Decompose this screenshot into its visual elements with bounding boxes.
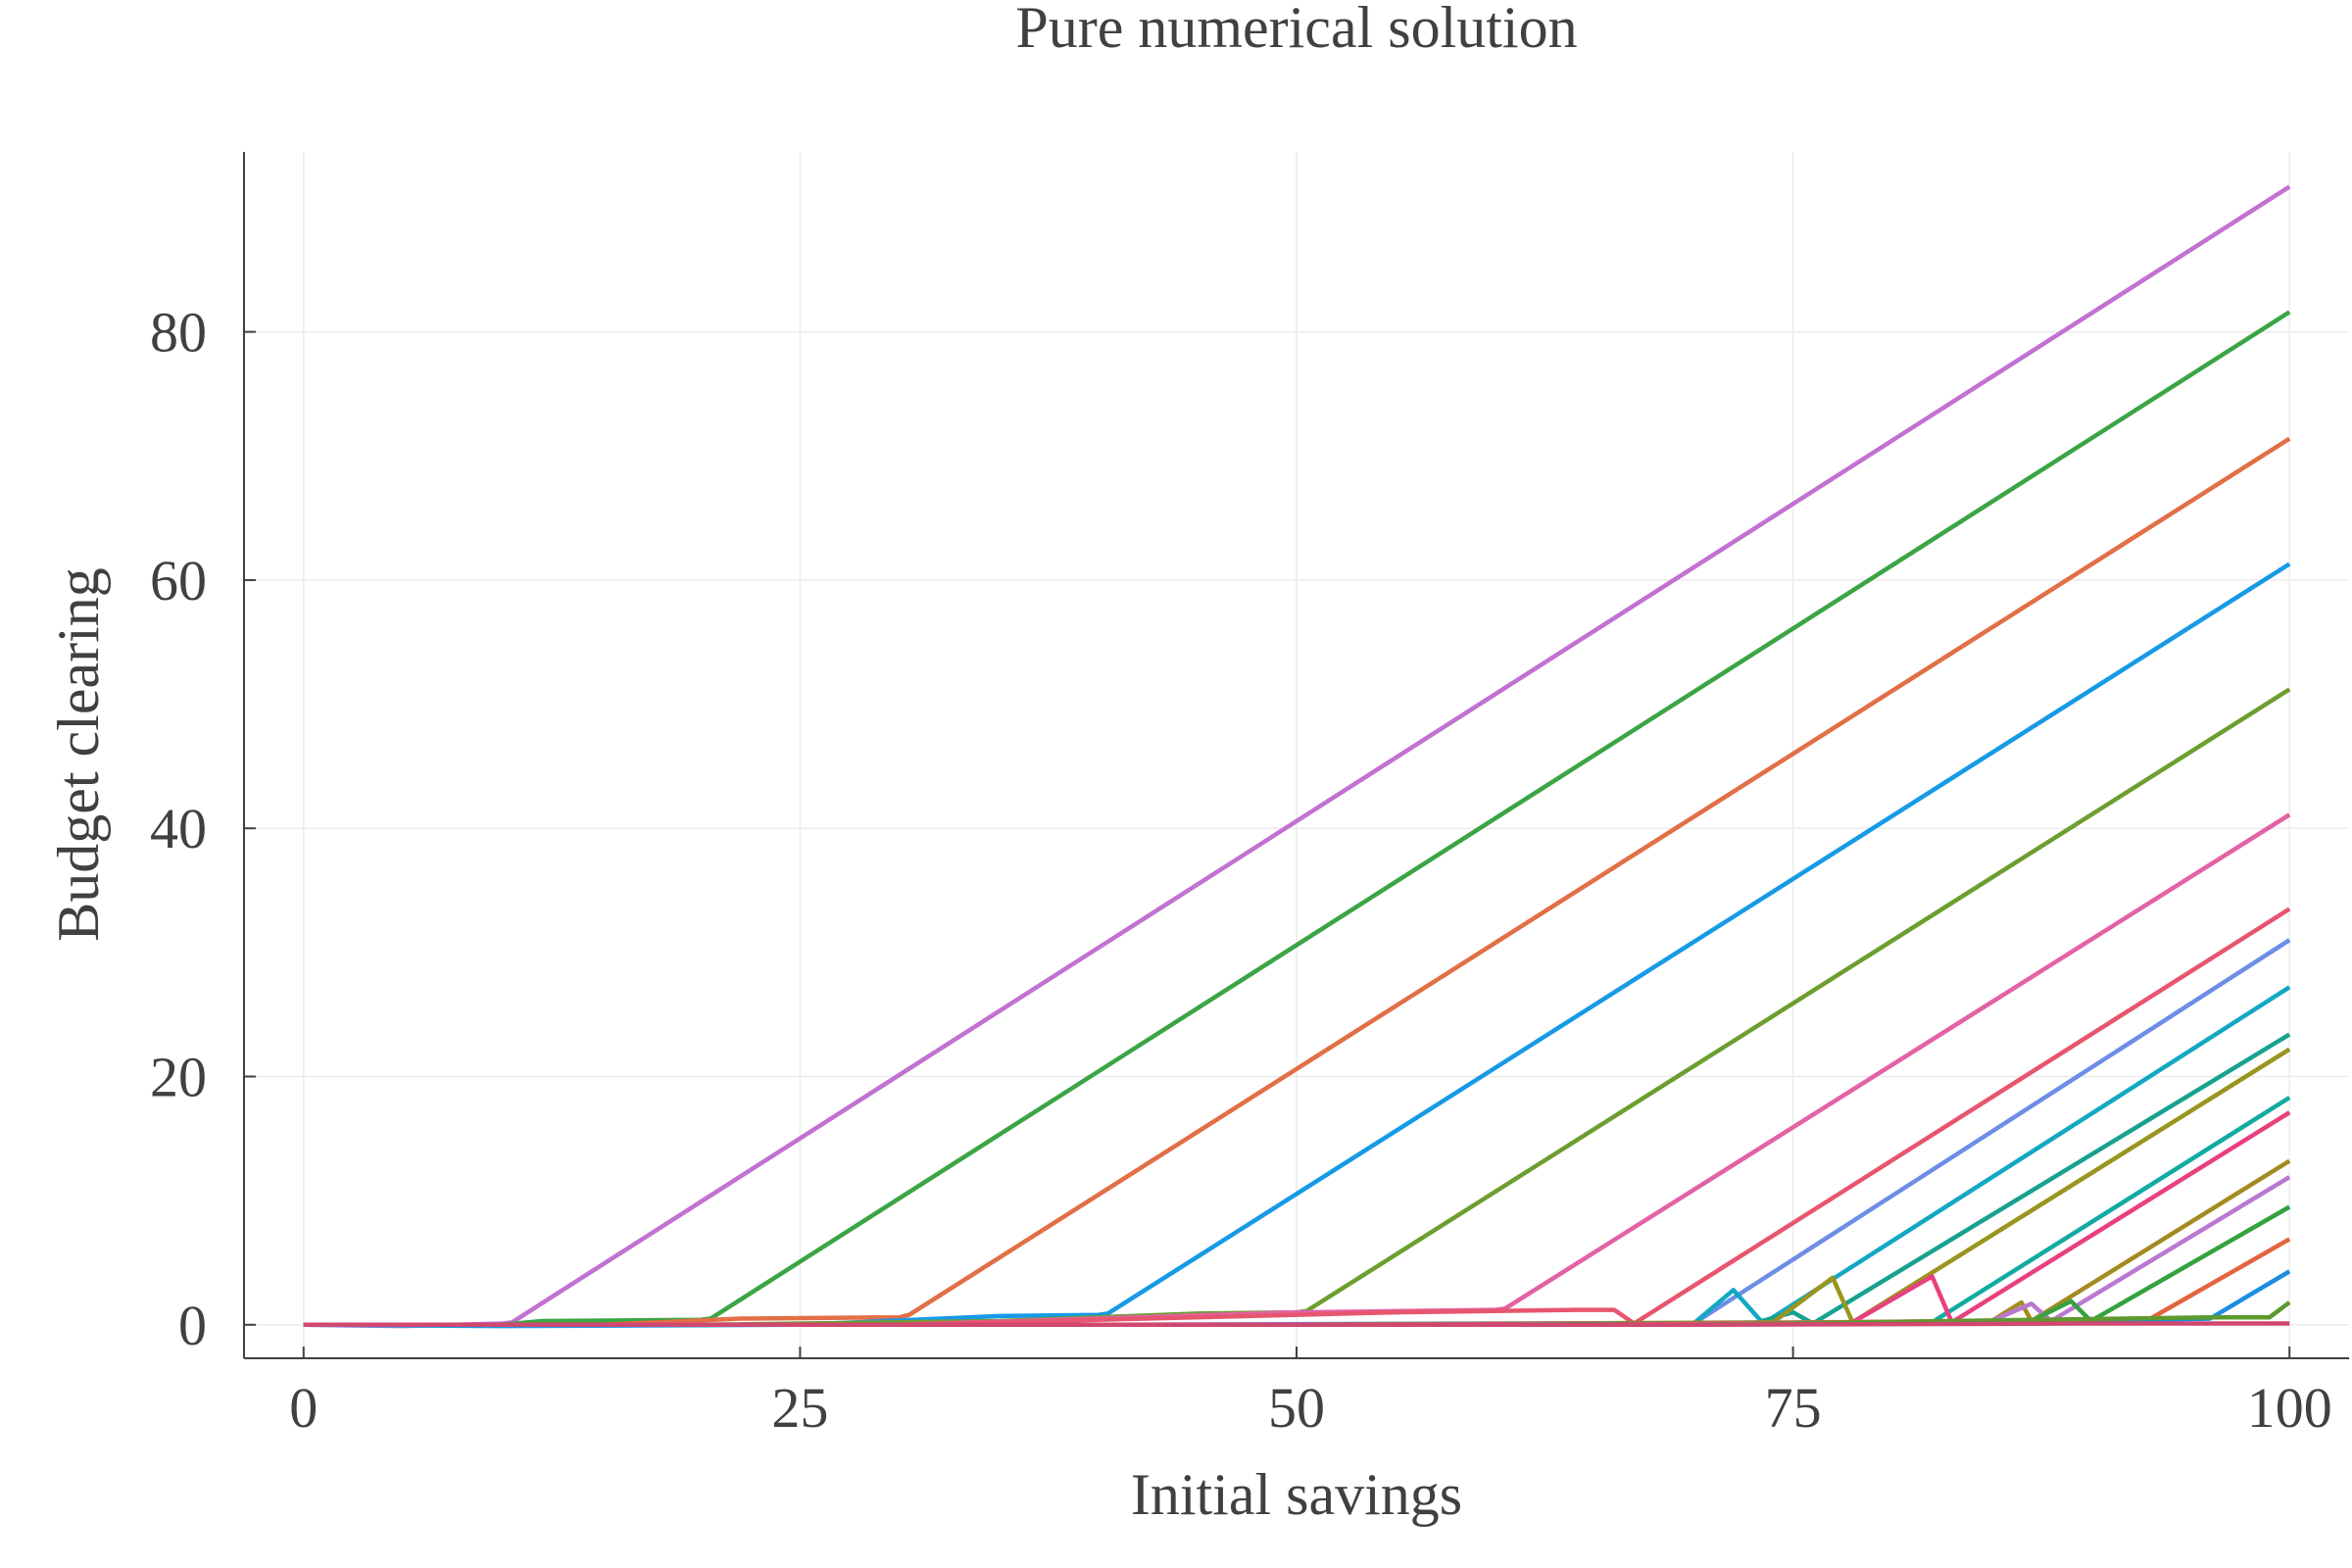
x-tick-label: 75 bbox=[1765, 1376, 1822, 1440]
series-lines bbox=[303, 184, 2291, 1329]
y-tick-label: 20 bbox=[150, 1046, 207, 1109]
tick-marks: 0 25 50 75 100 0 20 40 60 80 bbox=[150, 301, 2332, 1440]
x-tick-label: 50 bbox=[1268, 1376, 1325, 1440]
y-tick-label: 40 bbox=[150, 797, 207, 860]
x-tick-label: 100 bbox=[2247, 1376, 2332, 1440]
y-tick-label: 80 bbox=[150, 301, 207, 365]
y-tick-label: 0 bbox=[178, 1294, 207, 1357]
grid-lines bbox=[244, 152, 2349, 1358]
chart-title: Pure numerical solution bbox=[1015, 0, 1577, 60]
y-tick-label: 60 bbox=[150, 549, 207, 612]
y-axis-label: Budget clearing bbox=[46, 567, 111, 942]
x-axis-label: Initial savings bbox=[1131, 1462, 1462, 1527]
x-tick-label: 0 bbox=[289, 1376, 318, 1440]
series-line-20 bbox=[303, 1321, 2290, 1328]
x-tick-label: 25 bbox=[771, 1376, 828, 1440]
